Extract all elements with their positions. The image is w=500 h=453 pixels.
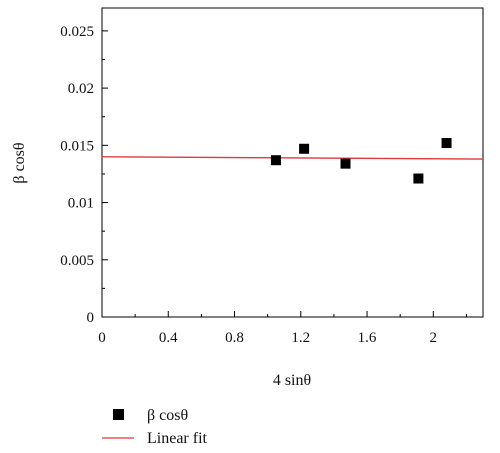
- x-tick-label: 0.4: [159, 330, 178, 346]
- legend-label-points: β cosθ: [147, 407, 188, 424]
- y-axis-title: β cosθ: [11, 142, 28, 183]
- y-axis-ticks: 0 0.005 0.01 0.015 0.02 0.025: [60, 24, 108, 326]
- x-tick-label: 2: [430, 330, 438, 346]
- legend: β cosθ Linear fit: [102, 407, 208, 447]
- series-layer: [101, 138, 484, 184]
- y-tick-label: 0.02: [68, 81, 94, 97]
- plot-area: 0 0.4 0.8 1.2 1.6 2 0 0.005 0.01 0.015 0.02 0.025: [60, 7, 484, 346]
- x-axis-title: 4 sinθ: [273, 372, 311, 389]
- y-tick-label: 0.005: [60, 253, 94, 269]
- y-tick-label: 0.01: [68, 196, 94, 212]
- data-point: [441, 138, 452, 149]
- legend-label-fit: Linear fit: [147, 430, 208, 447]
- x-tick-label: 0: [98, 330, 106, 346]
- x-tick-label: 0.8: [225, 330, 244, 346]
- x-tick-label: 1.6: [358, 330, 377, 346]
- data-point: [413, 173, 424, 184]
- y-tick-label: 0.025: [60, 24, 94, 40]
- x-axis-ticks: 0 0.4 0.8 1.2 1.6 2: [98, 311, 467, 346]
- linear-fit-line: [101, 156, 484, 160]
- x-tick-label: 1.2: [291, 330, 310, 346]
- data-point: [340, 158, 351, 169]
- legend-marker-square: [113, 409, 124, 420]
- data-point: [299, 143, 310, 154]
- data-point: [270, 155, 281, 166]
- axes-frame: [101, 7, 484, 318]
- y-tick-label: 0: [87, 310, 95, 326]
- y-tick-label: 0.015: [60, 138, 94, 154]
